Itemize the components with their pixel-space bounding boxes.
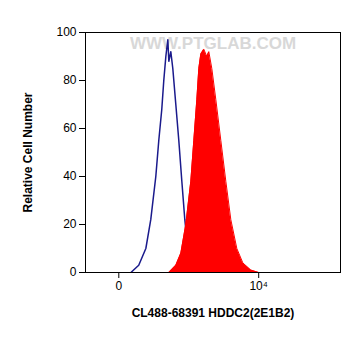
svg-text:Relative Cell Number: Relative Cell Number — [21, 92, 35, 212]
svg-text:100: 100 — [56, 25, 76, 39]
svg-text:WWW.PTGLAB.COM: WWW.PTGLAB.COM — [130, 34, 296, 53]
svg-text:40: 40 — [63, 169, 77, 183]
svg-text:CL488-68391 HDDC2(2E1B2): CL488-68391 HDDC2(2E1B2) — [132, 306, 295, 320]
svg-text:10⁴: 10⁴ — [249, 279, 268, 293]
svg-text:60: 60 — [63, 121, 77, 135]
svg-text:20: 20 — [63, 217, 77, 231]
svg-text:0: 0 — [70, 265, 77, 279]
svg-text:80: 80 — [63, 73, 77, 87]
svg-text:0: 0 — [115, 279, 122, 293]
